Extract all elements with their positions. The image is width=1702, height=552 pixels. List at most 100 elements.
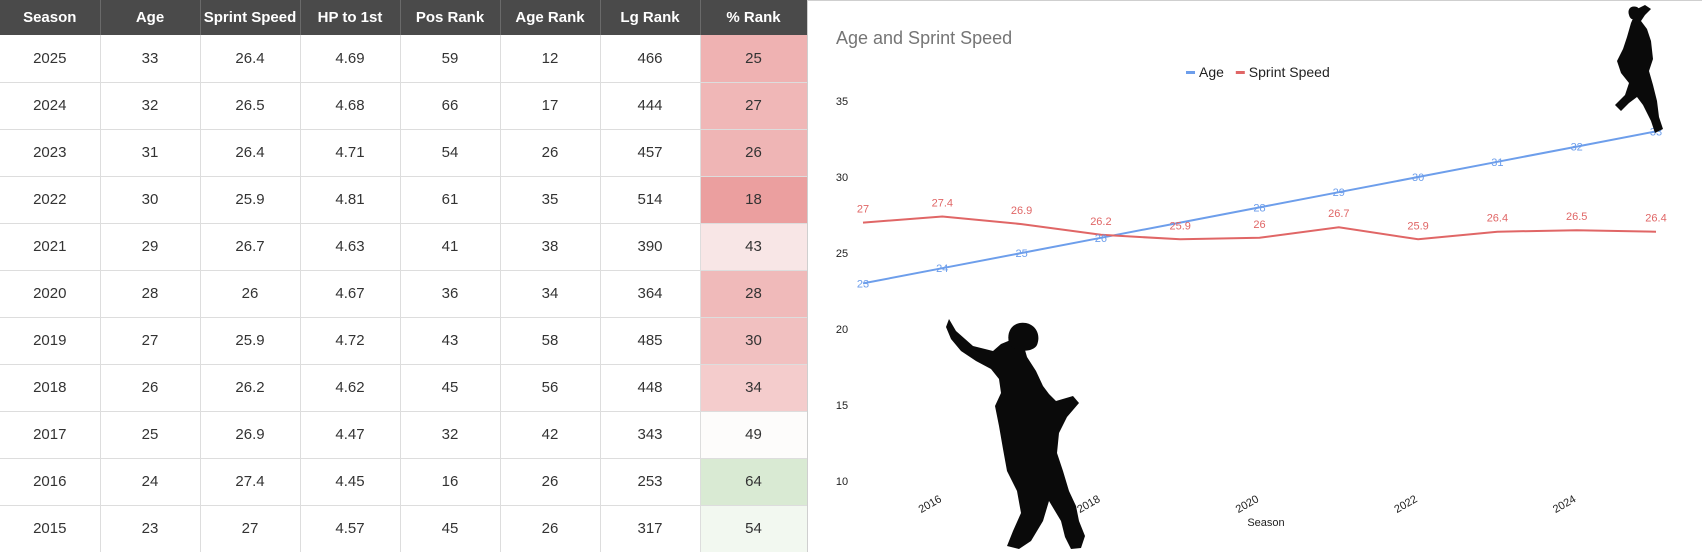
y-axis-ticks: 10 15 20 25 30 35 [836, 96, 848, 488]
data-label: 28 [1253, 202, 1265, 214]
cell-hp-to-1st: 4.71 [300, 129, 401, 177]
cell-lg-rank: 317 [600, 505, 701, 552]
cell-age: 32 [100, 82, 201, 130]
table-row: 2019 27 25.9 4.72 43 58 485 30 [0, 317, 807, 365]
legend-swatch-0 [1186, 71, 1195, 74]
cell-lg-rank: 444 [600, 82, 701, 130]
cell-season: 2020 [0, 270, 101, 318]
cell-pct-rank: 43 [700, 223, 807, 271]
x-tick-label: 2020 [1234, 493, 1261, 516]
cell-age-rank: 17 [500, 82, 601, 130]
cell-age: 33 [100, 35, 201, 83]
cell-hp-to-1st: 4.67 [300, 270, 401, 318]
cell-pos-rank: 45 [400, 505, 501, 552]
table-body: 2025 33 26.4 4.69 59 12 466 25 2024 32 26.5 4.68 66 1… [0, 35, 807, 552]
cell-pct-rank: 25 [700, 35, 807, 83]
chart-panel: Age and Sprint Speed Age Sprint Speed 10 1… [807, 0, 1702, 552]
cell-age-rank: 56 [500, 364, 601, 412]
cell-age-rank: 42 [500, 411, 601, 459]
cell-age: 24 [100, 458, 201, 506]
cell-pct-rank: 30 [700, 317, 807, 365]
player-silhouette-bat [1615, 5, 1663, 133]
cell-age-rank: 35 [500, 176, 601, 224]
age-sprint-speed-chart: Age and Sprint Speed Age Sprint Speed 101… [836, 5, 1667, 549]
cell-sprint-speed: 27.4 [200, 458, 301, 506]
cell-age: 29 [100, 223, 201, 271]
cell-lg-rank: 364 [600, 270, 701, 318]
series-line-1 [862, 215, 1657, 241]
cell-age-rank: 12 [500, 35, 601, 83]
cell-sprint-speed: 27 [200, 505, 301, 552]
cell-age-rank: 26 [500, 458, 601, 506]
cell-lg-rank: 466 [600, 35, 701, 83]
header-pos-rank: Pos Rank [400, 0, 501, 35]
cell-sprint-speed: 26.5 [200, 82, 301, 130]
cell-lg-rank: 457 [600, 129, 701, 177]
cell-pos-rank: 16 [400, 458, 501, 506]
cell-season: 2021 [0, 223, 101, 271]
cell-age: 28 [100, 270, 201, 318]
cell-lg-rank: 448 [600, 364, 701, 412]
data-label: 26.4 [1645, 213, 1666, 225]
cell-sprint-speed: 26.2 [200, 364, 301, 412]
cell-pct-rank: 27 [700, 82, 807, 130]
cell-pct-rank: 28 [700, 270, 807, 318]
cell-season: 2016 [0, 458, 101, 506]
cell-age-rank: 26 [500, 129, 601, 177]
cell-pct-rank: 26 [700, 129, 807, 177]
data-label: 27.4 [932, 198, 953, 210]
cell-sprint-speed: 25.9 [200, 317, 301, 365]
cell-season: 2015 [0, 505, 101, 552]
y-tick-label: 15 [836, 400, 848, 412]
table-row: 2015 23 27 4.57 45 26 317 54 [0, 505, 807, 552]
data-label: 26.2 [1090, 216, 1111, 228]
x-axis-title: Season [1247, 517, 1284, 529]
data-label: 26.7 [1328, 208, 1349, 220]
cell-sprint-speed: 26.4 [200, 35, 301, 83]
header-sprint-speed: Sprint Speed [200, 0, 301, 35]
data-label: 26.5 [1566, 211, 1587, 223]
data-label: 25.9 [1407, 220, 1428, 232]
header-age-rank: Age Rank [500, 0, 601, 35]
cell-pct-rank: 64 [700, 458, 807, 506]
cell-lg-rank: 514 [600, 176, 701, 224]
cell-pct-rank: 54 [700, 505, 807, 552]
cell-pct-rank: 18 [700, 176, 807, 224]
data-label: 23 [857, 278, 869, 290]
header-pct-rank: % Rank [700, 0, 807, 35]
table-row: 2022 30 25.9 4.81 61 35 514 18 [0, 176, 807, 224]
cell-age: 27 [100, 317, 201, 365]
cell-pos-rank: 66 [400, 82, 501, 130]
header-season: Season [0, 0, 101, 35]
cell-hp-to-1st: 4.62 [300, 364, 401, 412]
cell-age: 26 [100, 364, 201, 412]
y-tick-label: 35 [836, 96, 848, 108]
data-label: 30 [1412, 172, 1424, 184]
player-silhouette-catch [946, 319, 1085, 549]
series-line-0 [862, 130, 1657, 285]
cell-lg-rank: 390 [600, 223, 701, 271]
table-row: 2023 31 26.4 4.71 54 26 457 26 [0, 129, 807, 177]
stats-table: Season Age Sprint Speed HP to 1st Pos Rank Ag… [0, 0, 807, 552]
cell-age-rank: 34 [500, 270, 601, 318]
data-label: 31 [1491, 157, 1503, 169]
cell-hp-to-1st: 4.57 [300, 505, 401, 552]
cell-sprint-speed: 26 [200, 270, 301, 318]
header-hp-to-1st: HP to 1st [300, 0, 401, 35]
cell-sprint-speed: 26.7 [200, 223, 301, 271]
cell-hp-to-1st: 4.81 [300, 176, 401, 224]
cell-sprint-speed: 26.9 [200, 411, 301, 459]
y-tick-label: 10 [836, 476, 848, 488]
y-tick-label: 30 [836, 172, 848, 184]
cell-lg-rank: 343 [600, 411, 701, 459]
data-label: 26.9 [1011, 205, 1032, 217]
cell-season: 2024 [0, 82, 101, 130]
cell-pos-rank: 36 [400, 270, 501, 318]
data-label: 29 [1333, 187, 1345, 199]
data-label: 26.4 [1487, 213, 1508, 225]
chart-legend: Age Sprint Speed [1186, 64, 1330, 80]
table-row: 2020 28 26 4.67 36 34 364 28 [0, 270, 807, 318]
cell-pos-rank: 45 [400, 364, 501, 412]
x-tick-label: 2022 [1392, 493, 1419, 516]
cell-season: 2022 [0, 176, 101, 224]
